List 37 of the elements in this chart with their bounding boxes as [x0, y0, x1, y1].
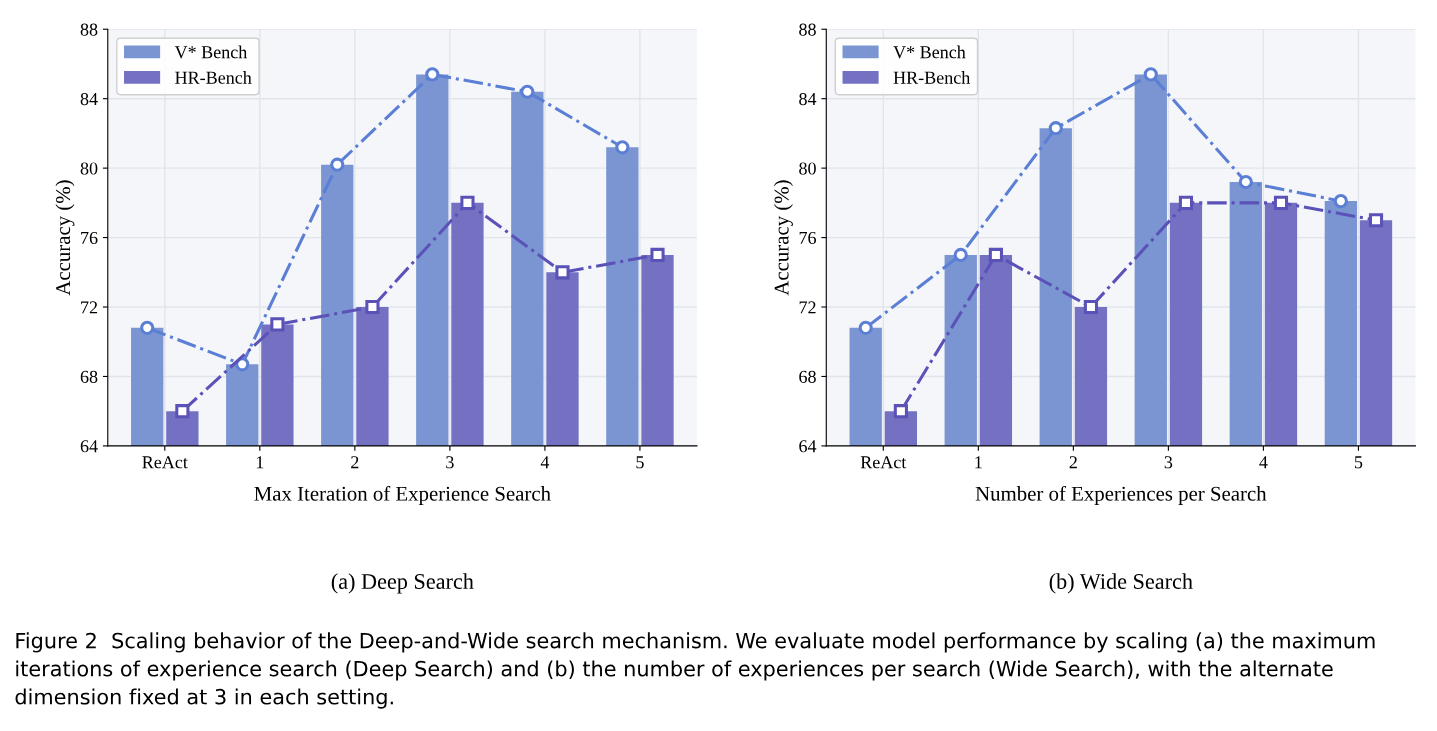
y-tick-label: 88 [80, 23, 98, 36]
x-axis-title: Max Iteration of Experience Search [254, 485, 551, 505]
legend-label: V* Bench [174, 45, 248, 59]
y-tick-label: 84 [799, 92, 817, 106]
y-tick-label: 72 [81, 301, 98, 314]
text: (a) Deep Search [331, 573, 474, 594]
y-tick-label: 76 [81, 231, 98, 245]
x-tick-label: 1 [256, 456, 264, 469]
x-tick-label: ReAct [860, 456, 907, 469]
y-axis-title: Accuracy (%) [55, 180, 75, 296]
y-tick-label: 80 [799, 162, 816, 175]
x-tick-label: ReAct [142, 456, 188, 469]
y-tick-label: 88 [799, 23, 816, 36]
x-tick-label: 5 [1354, 456, 1363, 469]
x-tick-label: 3 [446, 456, 454, 469]
y-tick-label: 68 [80, 370, 98, 383]
x-tick-label: 4 [1259, 456, 1268, 469]
x-tick-label: 2 [1069, 456, 1077, 469]
y-tick-label: 64 [799, 440, 817, 453]
x-tick-label: 5 [636, 456, 644, 469]
x-tick-label: 1 [975, 456, 982, 469]
y-tick-label: 72 [799, 301, 816, 314]
text: (b) Wide Search [1049, 573, 1193, 594]
x-axis-title: Number of Experiences per Search [975, 485, 1267, 505]
x-tick-label: 4 [540, 456, 550, 469]
y-tick-label: 84 [80, 92, 98, 106]
y-tick-label: 64 [80, 440, 98, 453]
y-tick-label: 76 [799, 231, 817, 245]
legend-label: V* Bench [893, 45, 966, 59]
legend-label: HR-Bench [175, 71, 252, 84]
caption: Figure 2 Scaling behavior of the Deep-and-Wide search mechanism. We evaluate model performance by scaling (a) the maximum iterations of experience search (Deep Search) and (b) the number of experiences per search (Wide Search), with the alternate dimension fixed at 3 in each setting. [15, 632, 1375, 709]
legend-label: HR-Bench [893, 71, 971, 84]
x-tick-label: 3 [1164, 456, 1173, 469]
y-axis-title: Accuracy (%) [773, 180, 793, 296]
x-tick-label: 2 [351, 456, 359, 469]
y-tick-label: 80 [80, 162, 98, 175]
y-tick-label: 68 [799, 370, 816, 383]
